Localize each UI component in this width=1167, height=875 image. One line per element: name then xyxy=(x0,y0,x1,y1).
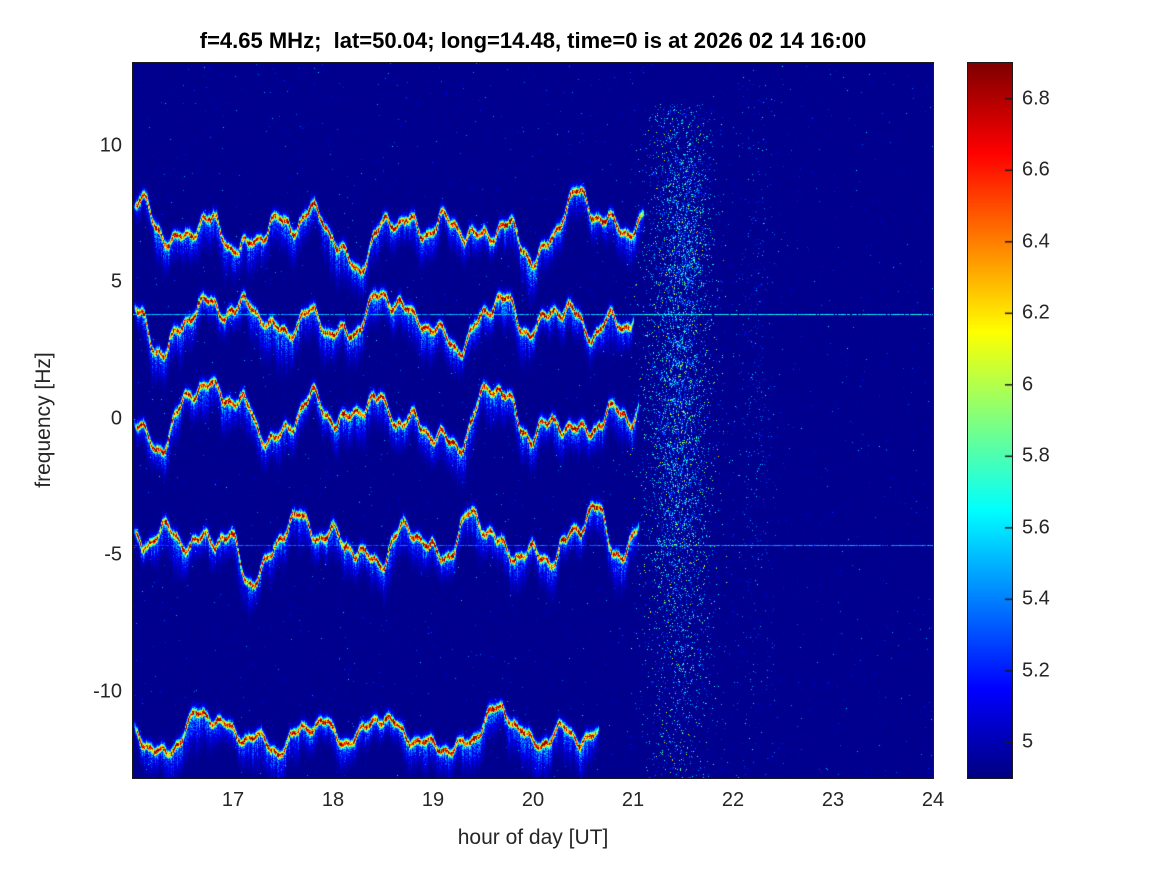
colorbar-tick-label: 5.6 xyxy=(1022,516,1050,539)
colorbar-tick-label: 5.2 xyxy=(1022,659,1050,682)
y-tick-label: 10 xyxy=(99,134,122,156)
colorbar-tick-label: 5.8 xyxy=(1022,444,1050,467)
colorbar-tick-label: 6.4 xyxy=(1022,230,1050,253)
x-tick-label: 18 xyxy=(321,789,345,811)
colorbar-tick-label: 6.8 xyxy=(1022,87,1050,110)
y-tick-label: -10 xyxy=(93,680,122,702)
x-tick-label: 19 xyxy=(421,789,445,811)
colorbar-tick-label: 5 xyxy=(1022,730,1034,753)
spectrogram-canvas xyxy=(132,62,934,779)
x-tick-label: 21 xyxy=(621,789,645,811)
y-tick-label: 0 xyxy=(110,407,122,429)
x-tick-label: 24 xyxy=(921,789,945,811)
x-tick-label: 17 xyxy=(221,789,245,811)
x-tick-label: 22 xyxy=(721,789,745,811)
y-tick-label: 5 xyxy=(110,270,122,293)
colorbar-tick-label: 6 xyxy=(1022,373,1034,396)
plot-title: f=4.65 MHz; lat=50.04; long=14.48, time=… xyxy=(199,28,867,53)
x-tick-label: 23 xyxy=(821,789,845,811)
x-tick-label: 20 xyxy=(521,789,545,811)
colorbar-canvas xyxy=(967,62,1013,779)
x-axis-label: hour of day [UT] xyxy=(457,826,609,849)
colorbar-tick-label: 5.4 xyxy=(1022,587,1050,610)
colorbar-tick-label: 6.6 xyxy=(1022,158,1050,181)
y-tick-label: -5 xyxy=(104,543,122,566)
colorbar-tick-label: 6.2 xyxy=(1022,301,1050,324)
